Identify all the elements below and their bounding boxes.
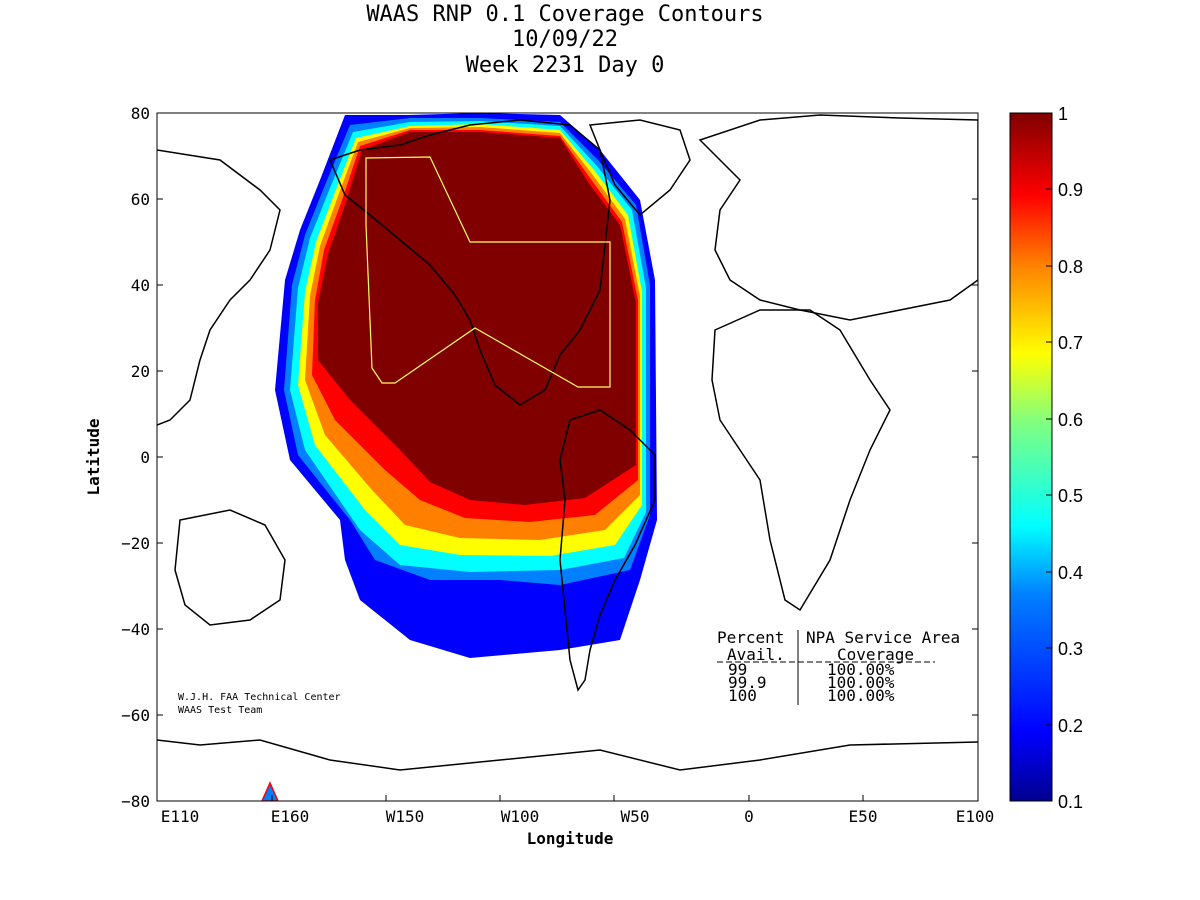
y-tick-label: 80: [131, 104, 150, 123]
greenland-outline: [588, 119, 691, 217]
table-row-coverage: 100.00%: [827, 660, 895, 679]
tick-marks: [157, 112, 978, 801]
africa-outline: [711, 309, 891, 612]
x-tick-label: E100: [956, 807, 995, 826]
x-tick-label: W100: [501, 807, 540, 826]
coverage-table: Percent NPA Service Area Avail. Coverage…: [717, 628, 960, 705]
colorbar-tick-label: 0.9: [1058, 180, 1083, 200]
credit-line-2: WAAS Test Team: [178, 705, 262, 716]
table-row-avail: 100: [728, 686, 757, 705]
table-header-percent: Percent: [717, 628, 784, 647]
y-tick-label: −40: [121, 620, 150, 639]
y-tick-label: −20: [121, 534, 150, 553]
asia-east-outline: [157, 149, 281, 426]
australia-outline: [174, 509, 286, 626]
colorbar-tick-label: 0.6: [1058, 410, 1083, 430]
coverage-contours: [275, 113, 657, 658]
table-subheader-avail: Avail.: [727, 645, 785, 664]
y-tick-label: 0: [140, 448, 150, 467]
colorbar-tick-label: 0.7: [1058, 333, 1083, 353]
colorbar: 1 0.9 0.8 0.7 0.6 0.5 0.4 0.3 0.2 0.1: [1009, 104, 1083, 812]
colorbar-gradient: [1009, 112, 1053, 802]
x-tick-label: 0: [744, 807, 754, 826]
y-axis-label: Latitude: [84, 418, 103, 495]
x-tick-label: E50: [849, 807, 878, 826]
y-tick-labels: 80 60 40 20 0 −20 −40 −60 −80: [121, 104, 150, 811]
table-row-avail: 99: [728, 660, 747, 679]
colorbar-tick-label: 0.2: [1058, 716, 1083, 736]
table-header-npa: NPA Service Area: [806, 628, 960, 647]
x-tick-labels: E110 E160 W150 W100 W50 0 E50 E100: [161, 807, 995, 826]
colorbar-tick-label: 0.5: [1058, 486, 1083, 506]
map-area: [157, 113, 978, 801]
coverage-band-darkred: [318, 132, 636, 505]
title-line-3: Week 2231 Day 0: [465, 53, 665, 78]
title-line-2: 10/09/22: [512, 27, 618, 52]
y-tick-label: −80: [121, 792, 150, 811]
y-tick-label: 40: [131, 276, 150, 295]
colorbar-tick-label: 0.4: [1058, 563, 1083, 583]
service-area-boundary: [365, 156, 611, 388]
south-america-outline: [559, 409, 656, 692]
colorbar-ticks: 1 0.9 0.8 0.7 0.6 0.5 0.4 0.3 0.2 0.1: [1058, 104, 1083, 812]
table-subheader-coverage: Coverage: [837, 645, 914, 664]
table-row-coverage: 100.00%: [827, 686, 895, 705]
coastlines: [157, 114, 978, 771]
y-tick-label: −60: [121, 706, 150, 725]
colorbar-tick-label: 0.3: [1058, 639, 1083, 659]
table-row-avail: 99.9: [728, 673, 767, 692]
table-row-coverage: 100.00%: [827, 673, 895, 692]
credit-line-1: W.J.H. FAA Technical Center: [178, 692, 341, 703]
x-tick-label: W150: [386, 807, 425, 826]
coverage-spot: [261, 781, 279, 801]
credit-text: W.J.H. FAA Technical Center WAAS Test Te…: [178, 692, 341, 716]
x-tick-label: E110: [161, 807, 200, 826]
eurasia-outline: [698, 114, 978, 321]
y-tick-label: 60: [131, 190, 150, 209]
north-america-outline: [328, 119, 611, 406]
colorbar-tick-label: 1: [1058, 104, 1068, 124]
antarctica-outline: [157, 739, 978, 771]
x-tick-label: W50: [621, 807, 650, 826]
title-line-1: WAAS RNP 0.1 Coverage Contours: [366, 2, 764, 27]
colorbar-tick-label: 0.1: [1058, 792, 1083, 812]
x-tick-label: E160: [271, 807, 310, 826]
y-tick-label: 20: [131, 362, 150, 381]
colorbar-tick-label: 0.8: [1058, 257, 1083, 277]
x-axis-label: Longitude: [527, 829, 614, 848]
